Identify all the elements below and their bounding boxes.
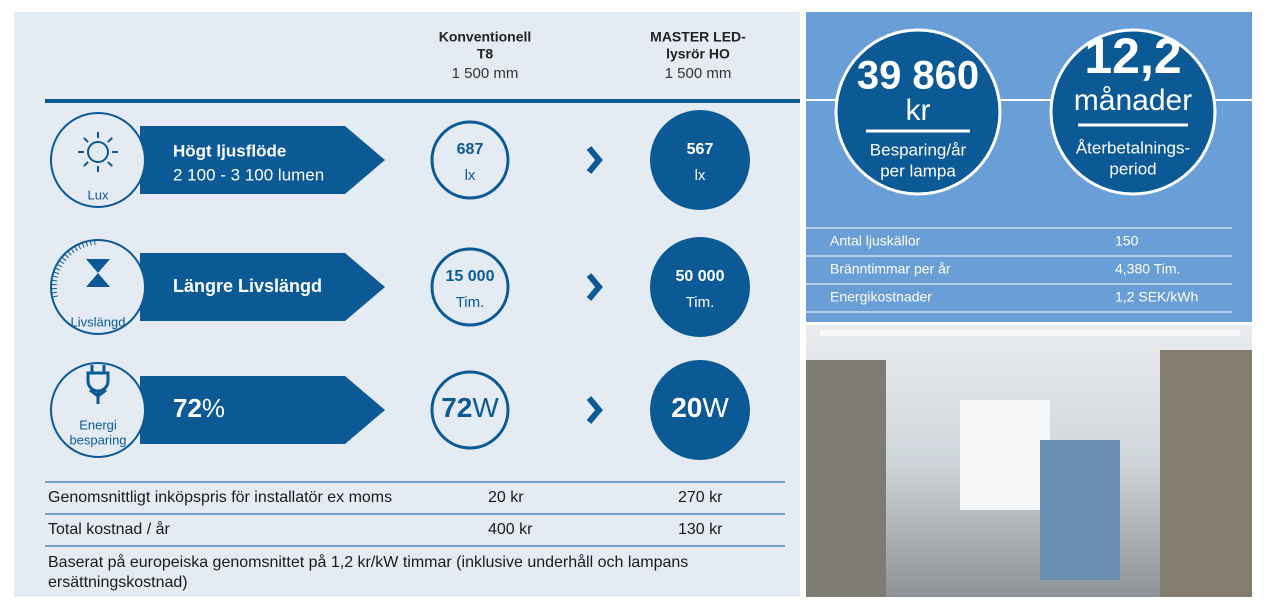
conventional-unit: Tim. (456, 294, 485, 311)
conventional-unit: lx (465, 167, 476, 184)
page: Konventionell T8 1 500 mm MASTER LED- ly… (0, 0, 1264, 597)
parameter-value: 4,380 Tim. (1115, 261, 1180, 277)
cost-cell: Total kostnad / år (48, 520, 171, 538)
payback-unit: månader (1074, 84, 1192, 117)
led-circle (650, 237, 750, 337)
row-title-unit: % (202, 393, 225, 423)
icon-label: Lux (88, 187, 109, 202)
row-subtitle: 2 100 - 3 100 lumen (173, 165, 324, 184)
column-subheading: 1 500 mm (452, 65, 519, 82)
conventional-circle (432, 122, 508, 198)
row-title: Längre Livslängd (173, 276, 322, 296)
footnote: Baserat på europeiska genomsnittet på 1,… (48, 553, 788, 593)
column-heading: Konventionell (439, 29, 532, 45)
cost-cell: 270 kr (678, 489, 723, 506)
column-subheading: 1 500 mm (665, 65, 732, 82)
column-heading: MASTER LED- (650, 29, 746, 45)
led-value: 20W (671, 392, 729, 423)
conventional-value: 15 000 (446, 268, 495, 285)
row-title: 72% (173, 393, 225, 423)
savings-unit: kr (906, 94, 931, 127)
parameter-value: 1,2 SEK/kWh (1115, 289, 1198, 305)
cost-cell: 130 kr (678, 521, 723, 538)
parameter-name: Antal ljuskällor (830, 233, 921, 249)
conventional-value: 72W (441, 392, 499, 423)
parameter-value: 150 (1115, 233, 1139, 249)
led-value: 567 (687, 141, 714, 158)
row-title-value: 72 (173, 393, 202, 423)
column-heading: T8 (477, 46, 494, 62)
savings-label: Besparing/år (870, 140, 967, 159)
led-number: 20 (671, 392, 702, 423)
savings-label: per lampa (880, 161, 956, 180)
conventional-circle (432, 249, 508, 325)
led-circle (650, 110, 750, 210)
led-unit: Tim. (686, 294, 715, 311)
payback-label: period (1109, 159, 1156, 178)
parameter-name: Energikostnader (830, 289, 932, 305)
cost-cell: Genomsnittligt inköpspris för installatö… (48, 489, 392, 506)
conventional-unit: W (472, 392, 499, 423)
payback-label: Återbetalnings- (1076, 138, 1190, 157)
icon-label: besparing (69, 432, 126, 447)
icon-label: Energi (79, 417, 117, 432)
payback-value: 12,2 (1084, 28, 1181, 84)
cost-cell: 20 kr (488, 489, 524, 506)
row-title: Högt ljusflöde (173, 141, 286, 160)
parameter-name: Bränntimmar per år (830, 261, 951, 277)
conventional-value: 687 (457, 141, 484, 158)
conventional-number: 72 (441, 392, 472, 423)
infographic: Konventionell T8 1 500 mm MASTER LED- ly… (0, 0, 1264, 597)
column-heading: lysrör HO (666, 46, 730, 62)
led-unit: lx (695, 167, 706, 184)
led-value: 50 000 (676, 268, 725, 285)
led-unit: W (702, 392, 729, 423)
savings-value: 39 860 (857, 54, 979, 98)
icon-label: Livslängd (71, 314, 126, 329)
cost-cell: 400 kr (488, 521, 533, 538)
